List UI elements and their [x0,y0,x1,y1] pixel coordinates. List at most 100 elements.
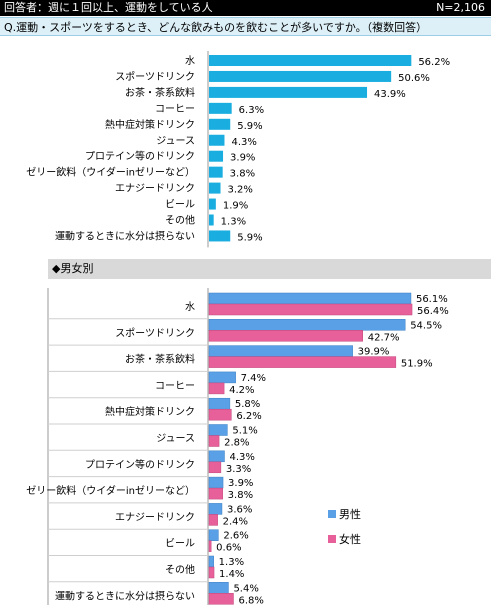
bar-female [208,356,397,368]
data-label: 5.9% [237,232,262,243]
data-label-female: 6.8% [238,595,263,605]
bar [209,55,412,66]
bar [209,70,392,82]
category-label: プロテイン等のドリンク [85,458,195,471]
category-label: エナジードリンク [115,511,195,523]
data-label-female: 1.4% [219,569,244,580]
bar [209,86,368,98]
data-label: 5.9% [237,121,262,132]
category-label: 水 [185,55,195,67]
bar-female [208,435,220,447]
category-label: その他 [165,214,195,227]
bar-female [208,566,215,579]
data-label-male: 5.1% [232,426,257,437]
data-label-female: 3.3% [226,464,251,475]
bar-female [208,540,212,552]
data-label: 43.9% [374,89,406,100]
bar [209,150,224,162]
gender-section-label: ◆男女別 [48,259,491,279]
legend-swatch-male [328,510,336,518]
bar-male [208,476,224,489]
legend-label-female: 女性 [339,532,361,546]
data-label-female: 0.6% [216,543,241,554]
data-label: 3.2% [228,185,253,196]
category-label: ジュース [156,136,195,147]
data-label-male: 4.3% [229,452,254,463]
data-label-male: 7.4% [241,373,266,384]
bar [209,214,214,226]
category-label: スポーツドリンク [115,71,195,83]
data-label-male: 56.1% [416,294,448,305]
data-label: 3.9% [230,153,255,164]
bar-male [208,582,229,594]
category-label: 熱中症対策ドリンク [105,405,195,418]
bar [209,134,225,146]
bar [209,166,223,178]
bar [209,118,231,130]
bar-female [208,408,232,421]
bar-male [208,397,231,410]
data-label-female: 42.7% [368,332,400,343]
data-label-female: 6.2% [236,411,261,422]
bar [209,102,232,114]
data-label: 1.3% [221,217,246,228]
category-label: 運動するときに水分は摂らない [55,589,195,602]
data-label-male: 54.5% [410,320,442,331]
bar-male [208,450,225,463]
sample-size: N=2,106 [436,1,485,14]
data-label-male: 5.4% [233,583,258,594]
bar-female [208,330,363,342]
bar-female [208,514,218,526]
respondents-label: 回答者：週に１回以上、運動をしている人 [4,1,213,14]
data-label-male: 1.3% [219,557,244,568]
category-label: プロテイン等のドリンク [85,150,195,163]
data-label-male: 3.9% [228,478,253,489]
header-bar: 回答者：週に１回以上、運動をしている人 N=2,106 [0,0,491,16]
question-text: Q.運動・スポーツをするとき、どんな飲みものを飲むことが多いですか。（複数回答） [0,17,491,36]
category-label: ビール [165,538,195,550]
data-label-female: 56.4% [417,306,449,317]
category-label: 運動するときに水分は摂らない [55,229,195,242]
data-label-male: 5.8% [235,399,260,410]
bar [209,198,216,210]
category-label: エナジードリンク [115,183,195,195]
bar-male [208,292,412,305]
category-label: その他 [165,563,195,576]
data-label-male: 3.6% [227,504,252,515]
category-label: お茶・茶系飲料 [125,86,195,99]
data-label-male: 2.6% [223,531,248,542]
category-label: 水 [185,301,195,313]
bar-female [208,487,223,500]
bar-female [208,303,413,316]
data-label: 3.8% [230,169,255,180]
category-label: ビール [165,199,195,211]
category-label: ジュース [156,434,195,445]
category-label: コーヒー [155,103,195,115]
overall-chart: 水 56.2% スポーツドリンク 50.6% お茶・茶系飲料 43.9% コーヒー 6.3% 熱… [26,51,450,248]
bar-female [208,461,222,474]
bar-female [208,593,234,605]
category-label: お茶・茶系飲料 [125,353,195,366]
bar-male [208,555,214,568]
bar-female [208,382,225,395]
data-label-female: 3.8% [228,490,253,501]
data-label-male: 39.9% [358,347,390,358]
data-label-female: 2.8% [224,438,249,449]
category-label: 熱中症対策ドリンク [105,118,195,131]
category-label: ゼリー飲料（ウイダーinゼリーなど） [26,484,195,497]
bar-male [208,529,219,541]
bar-male [208,319,406,331]
data-label-female: 51.9% [401,359,433,370]
bar-male [208,345,353,357]
bar-male [208,503,223,515]
bar [209,182,221,194]
data-label-female: 2.4% [223,516,248,527]
gender-chart: 水 56.1%56.4% スポーツドリンク 54.5% 42.7% お茶・茶系飲料 39.9… [26,288,449,605]
data-label: 6.3% [239,105,264,116]
legend-swatch-female [328,535,336,543]
category-label: ゼリー飲料（ウイダーinゼリーなど） [26,166,195,179]
data-label: 50.6% [398,73,430,84]
data-label: 1.9% [223,201,248,212]
